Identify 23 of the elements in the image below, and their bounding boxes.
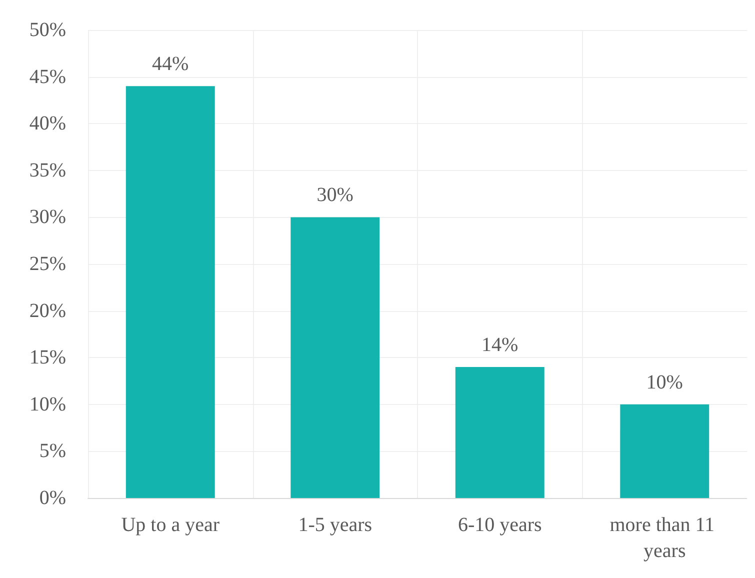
y-tick-label: 50% bbox=[29, 19, 66, 41]
y-tick-label: 25% bbox=[29, 253, 66, 275]
bar bbox=[290, 217, 380, 498]
y-tick-label: 20% bbox=[29, 300, 66, 322]
bar bbox=[455, 366, 544, 498]
y-tick-label: 30% bbox=[29, 206, 66, 228]
bar bbox=[620, 404, 710, 498]
x-tick-label: more than 11 years bbox=[610, 514, 720, 562]
x-tick-label: 6-10 years bbox=[458, 514, 542, 536]
data-label: 30% bbox=[316, 184, 354, 206]
data-label: 10% bbox=[646, 371, 683, 394]
y-tick-label: 45% bbox=[29, 66, 66, 88]
y-tick-label: 15% bbox=[29, 346, 66, 369]
y-tick-label: 10% bbox=[29, 393, 66, 416]
y-tick-label: 35% bbox=[29, 159, 66, 182]
y-tick-label: 40% bbox=[29, 112, 66, 135]
x-tick-label: Up to a year bbox=[121, 514, 220, 536]
bar bbox=[126, 86, 215, 498]
x-tick-label: 1-5 years bbox=[298, 514, 372, 536]
data-label: 44% bbox=[152, 53, 189, 76]
data-label: 14% bbox=[482, 334, 518, 356]
y-tick-label: 5% bbox=[39, 440, 66, 462]
y-tick-label: 0% bbox=[39, 487, 66, 509]
